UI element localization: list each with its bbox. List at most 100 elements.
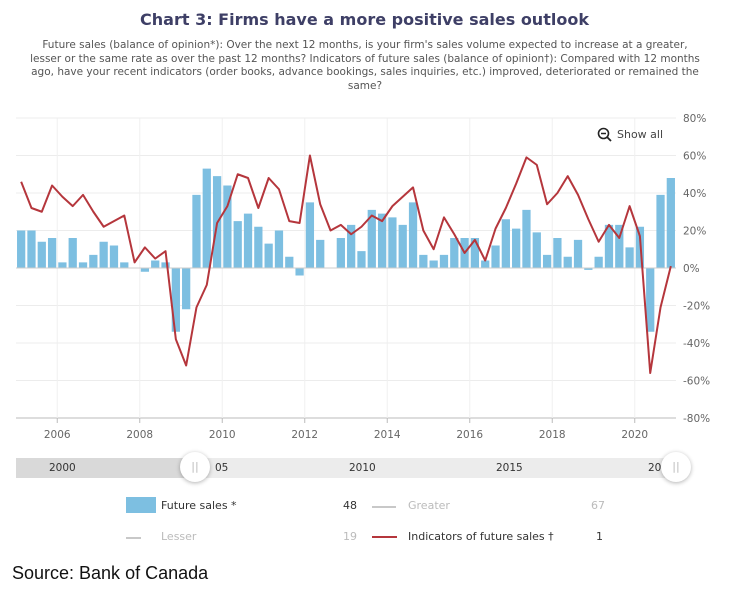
bar-future-sales: [377, 213, 387, 268]
navigator-label: 2000: [49, 462, 76, 474]
bar-future-sales: [151, 260, 160, 268]
y-tick-label: -60%: [683, 376, 710, 388]
zoom-out-icon: [597, 127, 612, 142]
navigator-unselected-range: [16, 458, 195, 478]
y-tick-label: -20%: [683, 301, 710, 313]
navigator-label: 05: [215, 462, 229, 474]
bar-future-sales: [429, 260, 438, 268]
bar-future-sales: [563, 256, 572, 268]
bar-future-sales: [140, 268, 150, 272]
bar-future-sales: [408, 202, 418, 268]
y-tick-label: 60%: [683, 151, 706, 163]
bar-future-sales: [615, 224, 624, 268]
bar-future-sales: [171, 268, 180, 332]
x-tick-label: 2018: [539, 429, 566, 441]
x-tick-label: 2006: [44, 429, 71, 441]
bar-future-sales: [243, 213, 253, 268]
bar-future-sales: [192, 194, 201, 268]
y-tick-label: 80%: [683, 113, 706, 125]
bar-future-sales: [223, 185, 232, 268]
x-tick-label: 2012: [291, 429, 318, 441]
x-tick-label: 2014: [374, 429, 401, 441]
bar-future-sales: [439, 254, 449, 268]
source-note: Source: Bank of Canada: [12, 563, 209, 583]
bar-future-sales: [109, 245, 119, 268]
bar-future-sales: [542, 254, 552, 268]
navigator-label: 2015: [496, 462, 523, 474]
legend-swatch-greater: [372, 506, 396, 508]
bar-future-sales: [367, 209, 376, 268]
legend-swatch-future-sales: [126, 497, 156, 513]
legend-swatch-lesser: [126, 537, 141, 539]
bar-future-sales: [254, 226, 263, 268]
legend-value-greater: 67: [591, 499, 605, 512]
y-tick-label: 20%: [683, 226, 706, 238]
bar-future-sales: [274, 230, 284, 268]
x-tick-label: 2020: [621, 429, 648, 441]
legend-value-lesser: 19: [343, 530, 357, 543]
bar-future-sales: [68, 238, 77, 268]
bar-future-sales: [78, 262, 88, 268]
bar-future-sales: [27, 230, 36, 268]
bar-future-sales: [573, 239, 583, 268]
x-tick-label: 2010: [209, 429, 236, 441]
bar-future-sales: [99, 241, 108, 268]
bar-future-sales: [264, 243, 273, 268]
bar-future-sales: [419, 254, 428, 268]
bar-future-sales: [285, 256, 294, 268]
y-tick-label: 40%: [683, 188, 706, 200]
range-navigator[interactable]: 2000 05 2010 2015 20: [16, 458, 676, 478]
bar-future-sales: [604, 224, 614, 268]
legend-value-indicators: 1: [596, 530, 603, 543]
y-tick-label: -40%: [683, 338, 710, 350]
bar-future-sales: [522, 209, 531, 268]
show-all-label: Show all: [617, 128, 664, 141]
bar-future-sales: [161, 262, 170, 268]
bar-future-sales: [47, 238, 57, 268]
bar-future-sales: [17, 230, 26, 268]
chart-subtitle: Future sales (balance of opinion*): Over…: [30, 39, 700, 92]
bar-future-sales: [357, 251, 366, 268]
legend-item-indicators[interactable]: Indicators of future sales †: [408, 530, 554, 543]
bar-future-sales: [233, 221, 242, 268]
chart-title: Chart 3: Firms have a more positive sale…: [140, 10, 589, 29]
bar-future-sales: [501, 219, 510, 268]
bar-future-sales: [182, 268, 191, 310]
bar-future-sales: [316, 239, 325, 268]
legend-value-future-sales: 48: [343, 499, 357, 512]
bar-future-sales: [347, 224, 356, 268]
legend-item-lesser[interactable]: Lesser: [161, 530, 197, 543]
bar-future-sales: [625, 247, 634, 268]
bar-future-sales: [512, 228, 521, 268]
x-tick-label: 2016: [456, 429, 483, 441]
bar-future-sales: [58, 262, 67, 268]
plot-area: 80% 60% 40% 20% 0% -20% -40% -60% -80% 2006 2008 20…: [16, 113, 710, 441]
navigator-right-handle[interactable]: ||: [661, 452, 691, 482]
line-indicators-of-future-sales: [20, 154, 672, 374]
bar-future-sales: [481, 260, 490, 268]
bar-future-sales: [388, 217, 397, 268]
show-all-button[interactable]: Show all: [597, 127, 663, 142]
legend-item-future-sales[interactable]: Future sales *: [161, 499, 237, 512]
bar-future-sales: [666, 178, 675, 268]
navigator-label: 20: [648, 462, 662, 474]
bar-future-sales: [89, 254, 98, 268]
bar-future-sales: [398, 224, 407, 268]
bar-future-sales: [450, 238, 459, 268]
bar-future-sales: [202, 168, 211, 268]
bar-future-sales: [532, 232, 541, 268]
bar-future-sales: [646, 268, 655, 332]
legend-swatch-indicators: [372, 536, 397, 538]
legend-item-greater[interactable]: Greater: [408, 499, 450, 512]
navigator-left-handle[interactable]: ||: [180, 452, 210, 482]
bar-future-sales: [305, 202, 315, 268]
bar-future-sales: [594, 256, 603, 268]
bar-future-sales: [656, 194, 665, 268]
x-tick-label: 2008: [126, 429, 153, 441]
bar-future-sales: [584, 268, 593, 270]
navigator-label: 2010: [349, 462, 376, 474]
bar-future-sales: [470, 238, 480, 268]
bar-future-sales: [553, 238, 562, 268]
y-tick-label: 0%: [683, 263, 700, 275]
